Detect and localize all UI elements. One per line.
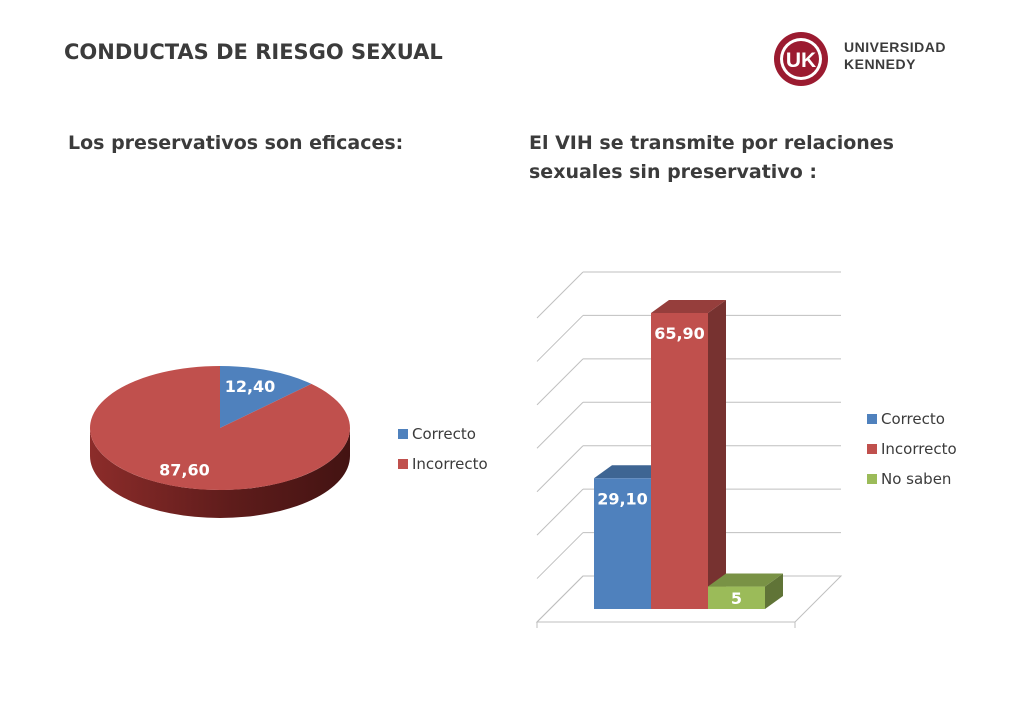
bar-chart: 29,10 65,90 5 Correcto Incorrecto No saben bbox=[535, 271, 957, 628]
gridline-side bbox=[536, 315, 584, 362]
page-title: CONDUCTAS DE RIESGO SEXUAL bbox=[64, 40, 443, 64]
gridline-side bbox=[536, 271, 584, 319]
legend-label: Correcto bbox=[412, 425, 476, 443]
legend-swatch bbox=[867, 474, 877, 484]
bar-data-label: 65,90 bbox=[654, 324, 705, 343]
bar-legend: Correcto Incorrecto No saben bbox=[867, 410, 957, 488]
bar-data-label: 5 bbox=[731, 589, 742, 608]
legend-swatch bbox=[398, 459, 408, 469]
logo-line-2: KENNEDY bbox=[844, 56, 916, 72]
logo-line-1: UNIVERSIDAD bbox=[844, 39, 946, 55]
gridline-side bbox=[536, 488, 584, 536]
university-logo: UK UNIVERSIDAD KENNEDY bbox=[772, 30, 972, 88]
bar-data-label: 29,10 bbox=[597, 489, 648, 508]
gridline-side bbox=[536, 445, 584, 493]
legend-swatch bbox=[867, 414, 877, 424]
bar-front bbox=[594, 478, 651, 609]
gridline-side bbox=[536, 358, 584, 406]
pie-legend: Correcto Incorrecto bbox=[398, 425, 488, 473]
pie-data-label: 12,40 bbox=[225, 377, 276, 396]
pie-chart-title: Los preservativos son eficaces: bbox=[68, 132, 404, 154]
pie-chart: 12,40 87,60 Correcto Incorrecto bbox=[89, 365, 488, 518]
bar-top bbox=[651, 300, 726, 313]
legend-label: Correcto bbox=[881, 410, 945, 428]
legend-swatch bbox=[398, 429, 408, 439]
logo-text: UNIVERSIDAD KENNEDY bbox=[844, 39, 946, 73]
bar-no-saben: 5 bbox=[708, 573, 783, 609]
chart-floor bbox=[535, 575, 843, 623]
bar-side bbox=[708, 300, 726, 609]
pie-slice-correcto bbox=[220, 366, 312, 428]
pie-side-wall bbox=[90, 428, 350, 518]
legend-label: No saben bbox=[881, 470, 951, 488]
logo-mark: UK bbox=[786, 49, 816, 72]
bar-incorrecto: 65,90 bbox=[651, 300, 726, 609]
legend-label: Incorrecto bbox=[412, 455, 488, 473]
bar-chart-title: El VIH se transmite por relaciones sexua… bbox=[529, 132, 894, 183]
pie-slice-incorrecto bbox=[89, 365, 350, 490]
uk-logo-icon: UK bbox=[774, 32, 828, 86]
pie-data-label: 87,60 bbox=[159, 460, 210, 479]
bar-side bbox=[765, 573, 783, 609]
gridline-side bbox=[536, 532, 584, 579]
bar-front bbox=[651, 313, 708, 609]
legend-label: Incorrecto bbox=[881, 440, 957, 458]
bar-front bbox=[708, 586, 765, 609]
legend-swatch bbox=[867, 444, 877, 454]
bar-top bbox=[708, 573, 783, 587]
gridline-side bbox=[536, 401, 584, 449]
bar-top bbox=[594, 465, 669, 479]
